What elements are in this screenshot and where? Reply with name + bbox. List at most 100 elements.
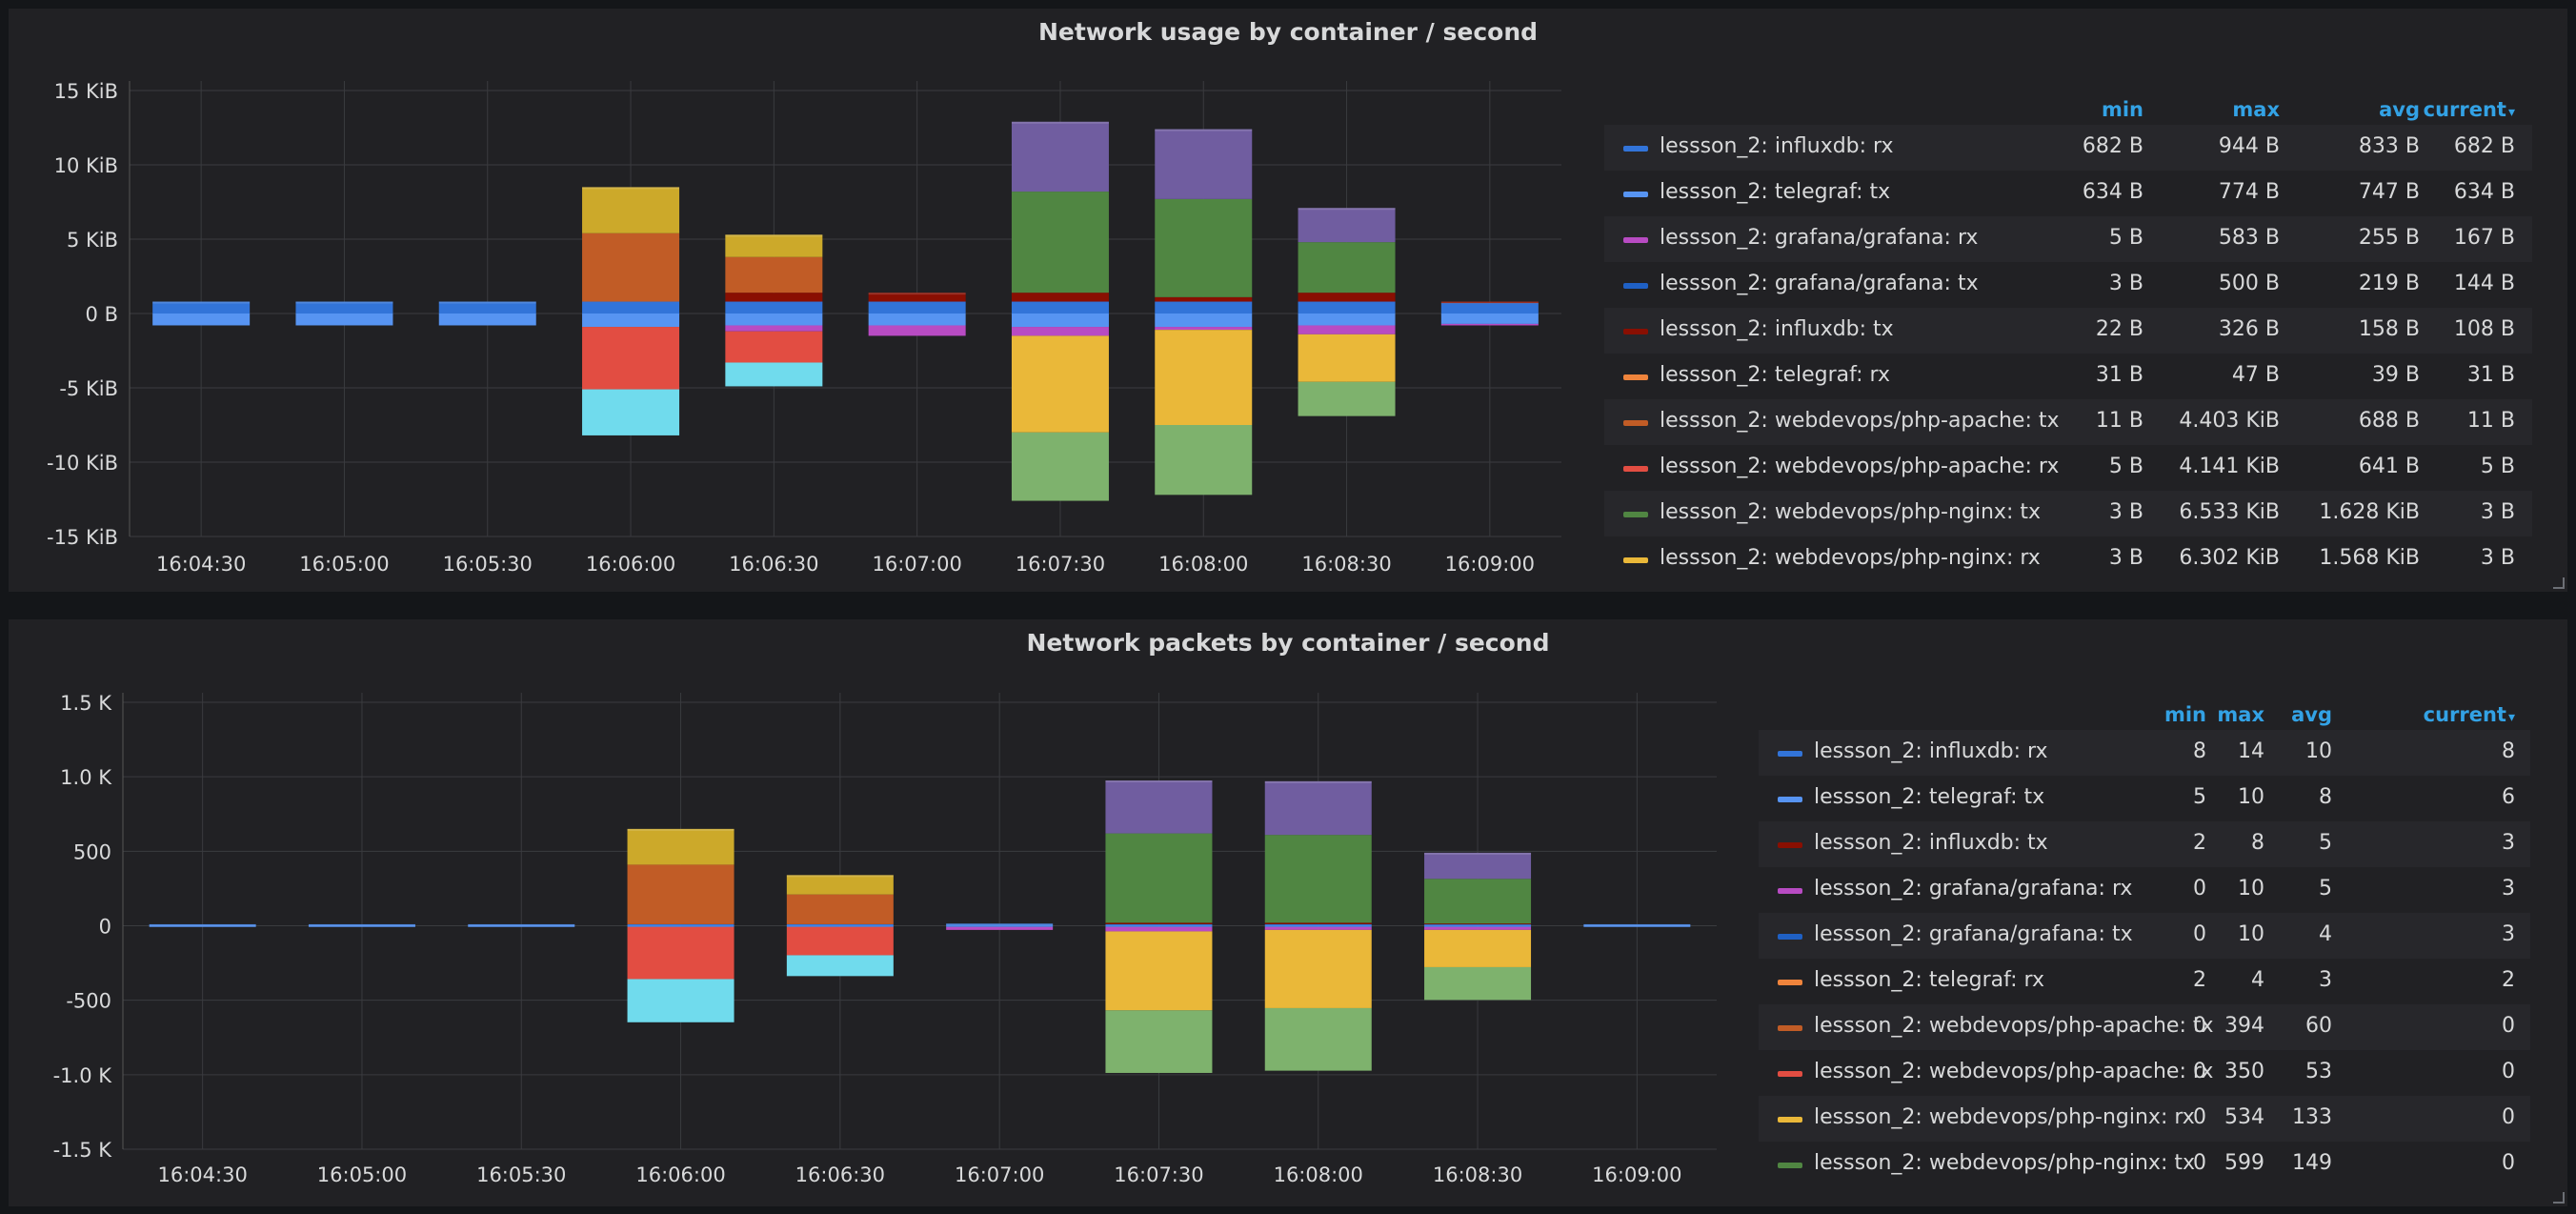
- legend-item[interactable]: lessson_2: grafana/grafana: rx 0 10 5 3: [1759, 867, 2530, 913]
- series-name[interactable]: lessson_2: webdevops/php-apache: tx: [1660, 409, 2060, 433]
- bar-segment[interactable]: [946, 925, 1054, 927]
- series-name[interactable]: lessson_2: grafana/grafana: rx: [1660, 226, 1979, 250]
- series-color-swatch[interactable]: [1778, 1025, 1802, 1031]
- bar-segment[interactable]: [1424, 923, 1532, 925]
- legend-header-avg[interactable]: avg: [2291, 703, 2332, 726]
- legend-item[interactable]: lessson_2: influxdb: rx 8 14 10 8: [1759, 730, 2530, 776]
- series-name[interactable]: lessson_2: influxdb: rx: [1660, 134, 1894, 158]
- series-name[interactable]: lessson_2: webdevops/php-nginx: tx: [1814, 1151, 2195, 1175]
- bar-segment[interactable]: [468, 923, 575, 926]
- bar-segment[interactable]: [1105, 923, 1213, 926]
- bar-segment[interactable]: [1424, 929, 1532, 967]
- bar-segment[interactable]: [582, 233, 680, 302]
- bar-segment[interactable]: [725, 331, 823, 363]
- bar-segment[interactable]: [1583, 923, 1691, 926]
- bar-segment[interactable]: [868, 293, 966, 302]
- bar-segment[interactable]: [725, 234, 823, 257]
- bar-segment[interactable]: [308, 925, 415, 927]
- bar-segment[interactable]: [1105, 833, 1213, 923]
- panel-title[interactable]: Network packets by container / second: [1026, 629, 1550, 657]
- legend-item[interactable]: lessson_2: telegraf: tx 634 B 774 B 747 B 63…: [1604, 171, 2532, 216]
- bar-segment[interactable]: [1155, 198, 1253, 297]
- bar-segment[interactable]: [1011, 192, 1109, 293]
- bar-segment[interactable]: [152, 301, 251, 314]
- bar-segment[interactable]: [1298, 301, 1396, 314]
- series-name[interactable]: lessson_2: webdevops/php-apache: rx: [1814, 1060, 2214, 1083]
- series-color-swatch[interactable]: [1778, 751, 1802, 757]
- series-name[interactable]: lessson_2: webdevops/php-nginx: rx: [1660, 546, 2041, 570]
- bar-segment[interactable]: [1440, 314, 1539, 324]
- series-color-swatch[interactable]: [1778, 1163, 1802, 1168]
- series-color-swatch[interactable]: [1778, 842, 1802, 848]
- bar-segment[interactable]: [1011, 335, 1109, 433]
- bar-segment[interactable]: [1105, 931, 1213, 1011]
- bar-segment[interactable]: [1264, 925, 1372, 927]
- bar-segment[interactable]: [1298, 334, 1396, 382]
- bar-segment[interactable]: [1298, 314, 1396, 326]
- bar-segment[interactable]: [1424, 879, 1532, 924]
- legend-header-min[interactable]: min: [2102, 98, 2143, 121]
- resize-handle-icon[interactable]: [2553, 577, 2565, 589]
- series-name[interactable]: lessson_2: grafana/grafana: tx: [1814, 922, 2133, 946]
- series-name[interactable]: lessson_2: influxdb: tx: [1814, 831, 2048, 855]
- series-name[interactable]: lessson_2: webdevops/php-nginx: tx: [1660, 500, 2041, 524]
- legend-item[interactable]: lessson_2: webdevops/php-nginx: rx 3 B 6.3…: [1604, 536, 2532, 582]
- bar-segment[interactable]: [1105, 925, 1213, 927]
- bar-segment[interactable]: [582, 187, 680, 233]
- bar-segment[interactable]: [1105, 1010, 1213, 1073]
- bar-segment[interactable]: [1011, 301, 1109, 314]
- bar-segment[interactable]: [1011, 314, 1109, 328]
- series-name[interactable]: lessson_2: webdevops/php-apache: tx: [1814, 1014, 2214, 1038]
- legend-item[interactable]: lessson_2: webdevops/php-nginx: tx 3 B 6.5…: [1604, 491, 2532, 536]
- series-name[interactable]: lessson_2: influxdb: rx: [1814, 739, 2048, 763]
- bar-segment[interactable]: [1264, 926, 1372, 930]
- bar-segment[interactable]: [1424, 925, 1532, 927]
- bar-segment[interactable]: [295, 314, 393, 326]
- series-color-swatch[interactable]: [1778, 888, 1802, 894]
- bar-segment[interactable]: [786, 875, 894, 895]
- series-color-swatch[interactable]: [1623, 192, 1648, 197]
- series-color-swatch[interactable]: [1623, 329, 1648, 334]
- series-color-swatch[interactable]: [1623, 283, 1648, 289]
- bar-segment[interactable]: [627, 925, 735, 927]
- bar-segment[interactable]: [1011, 327, 1109, 336]
- bar-segment[interactable]: [1011, 293, 1109, 302]
- bar-segment[interactable]: [627, 923, 735, 926]
- bar-segment[interactable]: [786, 926, 894, 956]
- bar-segment[interactable]: [868, 314, 966, 326]
- series-name[interactable]: lessson_2: telegraf: tx: [1814, 785, 2045, 809]
- legend-item[interactable]: lessson_2: grafana/grafana: tx 3 B 500 B 21…: [1604, 262, 2532, 308]
- bar-segment[interactable]: [1264, 922, 1372, 924]
- bar-segment[interactable]: [868, 301, 966, 314]
- bar-segment[interactable]: [1424, 923, 1532, 926]
- bar-segment[interactable]: [627, 828, 735, 865]
- bar-segment[interactable]: [1011, 121, 1109, 192]
- bar-segment[interactable]: [1440, 301, 1539, 304]
- series-color-swatch[interactable]: [1778, 980, 1802, 985]
- bar-segment[interactable]: [1424, 852, 1532, 880]
- series-name[interactable]: lessson_2: telegraf: tx: [1660, 180, 1891, 204]
- bar-segment[interactable]: [1583, 925, 1691, 927]
- legend-header-min[interactable]: min: [2164, 703, 2206, 726]
- legend-header-current[interactable]: current ▾: [2424, 98, 2515, 121]
- legend-header-max[interactable]: max: [2232, 98, 2280, 121]
- bar-segment[interactable]: [152, 314, 251, 326]
- series-color-swatch[interactable]: [1623, 237, 1648, 243]
- bar-segment[interactable]: [582, 314, 680, 328]
- series-name[interactable]: lessson_2: telegraf: rx: [1814, 968, 2044, 992]
- bar-segment[interactable]: [1011, 432, 1109, 501]
- bar-segment[interactable]: [1298, 381, 1396, 416]
- bar-segment[interactable]: [295, 301, 393, 314]
- series-color-swatch[interactable]: [1778, 797, 1802, 802]
- series-name[interactable]: lessson_2: webdevops/php-nginx: rx: [1814, 1105, 2195, 1129]
- bar-segment[interactable]: [1155, 425, 1253, 496]
- bar-segment[interactable]: [627, 864, 735, 924]
- series-name[interactable]: lessson_2: grafana/grafana: tx: [1660, 272, 1979, 295]
- bar-segment[interactable]: [1264, 835, 1372, 923]
- legend-header-avg[interactable]: avg: [2379, 98, 2420, 121]
- series-color-swatch[interactable]: [1623, 466, 1648, 472]
- bar-segment[interactable]: [1264, 1007, 1372, 1071]
- bar-segment[interactable]: [1298, 242, 1396, 293]
- series-color-swatch[interactable]: [1778, 1071, 1802, 1077]
- series-color-swatch[interactable]: [1623, 374, 1648, 380]
